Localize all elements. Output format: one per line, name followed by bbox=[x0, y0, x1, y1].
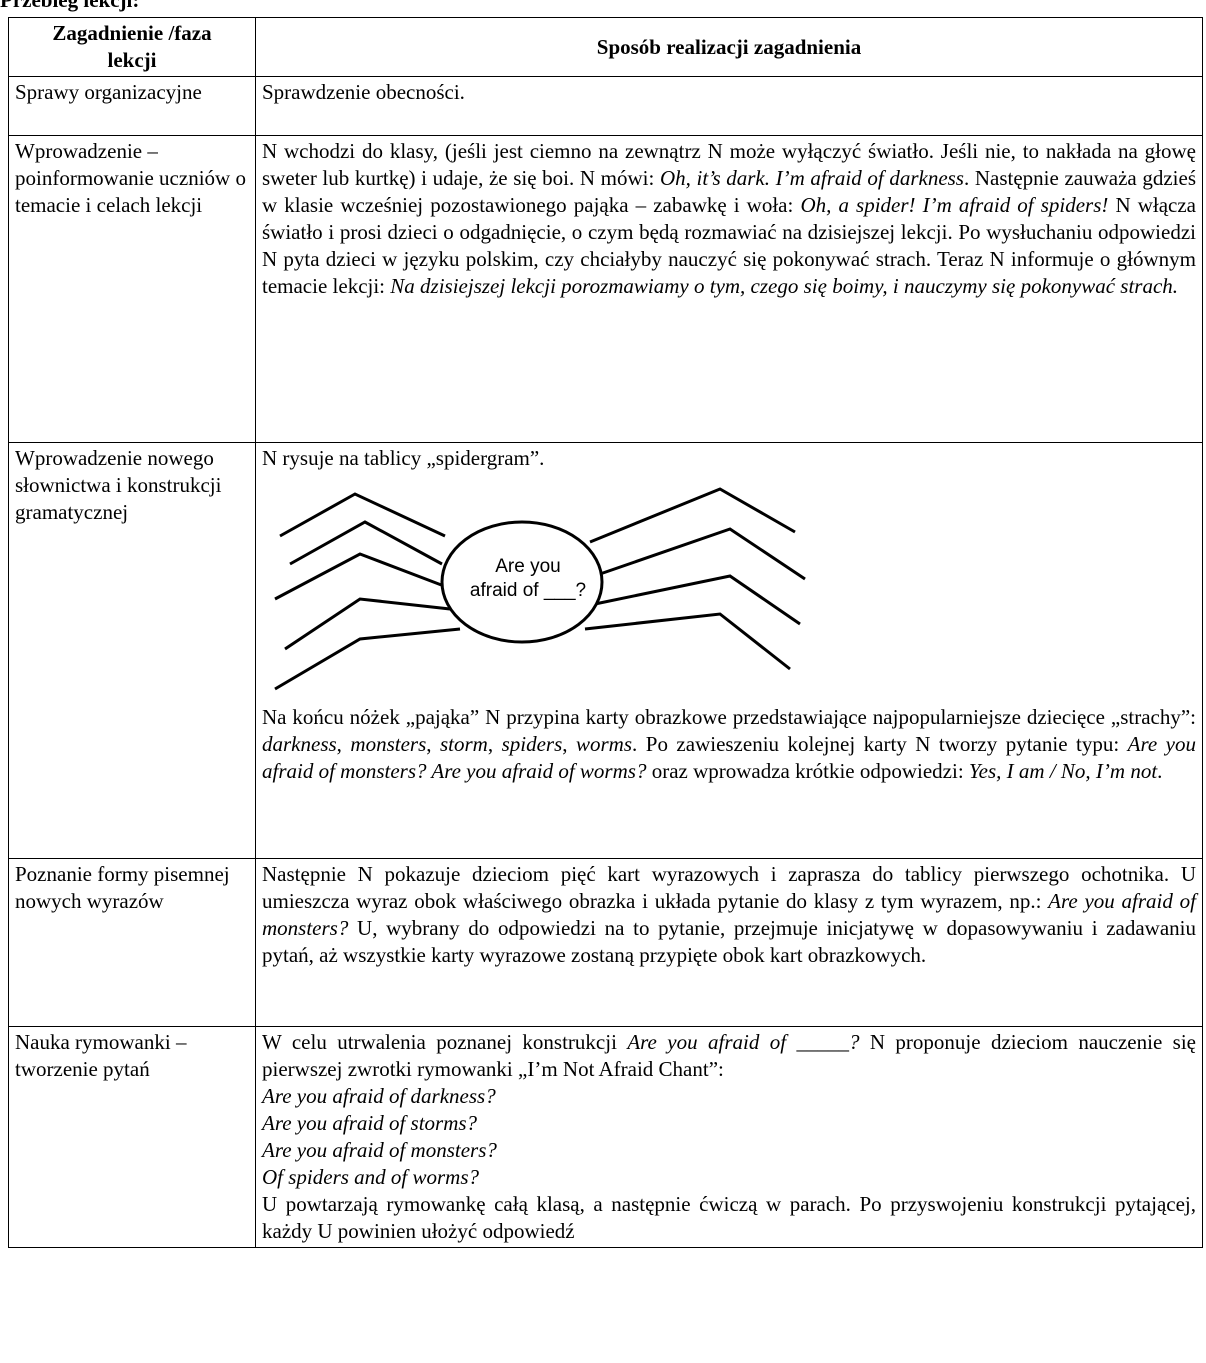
paragraph: Of spiders and of worms? bbox=[262, 1164, 1196, 1191]
italic-run: worms bbox=[576, 732, 633, 756]
spider-leg bbox=[289, 520, 443, 566]
text-run: , bbox=[562, 732, 576, 756]
lesson-table: Zagadnienie /faza lekcji Sposób realizac… bbox=[8, 17, 1203, 1248]
text-run: N wchodzi do klasy, (jeśli jest ciemno n… bbox=[262, 139, 1196, 190]
spidergram: Are you afraid of ___? bbox=[274, 487, 806, 691]
phase-cell: Sprawy organizacyjne bbox=[8, 76, 256, 136]
italic-run: Are you afraid of monsters? bbox=[262, 889, 1196, 940]
spider-leg bbox=[274, 627, 461, 691]
table-row: Nauka rymowanki – tworzenie pytań W celu … bbox=[8, 1026, 1203, 1248]
header-cell: Zagadnienie /faza lekcji bbox=[8, 17, 256, 77]
content-cell: Następnie N pokazuje dzieciom pięć kart … bbox=[255, 858, 1203, 1027]
text-run: N włącza światło i prosi dzieci o odgadn… bbox=[262, 193, 1196, 298]
italic-run: darkness bbox=[262, 732, 337, 756]
italic-run: monsters bbox=[350, 732, 427, 756]
spider-label: Are you bbox=[495, 556, 560, 577]
text-run: U, wybrany do odpowiedzi na to pytanie, … bbox=[262, 916, 1196, 967]
italic-run: Oh, it’s dark. I’m afraid of darkness bbox=[659, 166, 964, 190]
italic-run: storm bbox=[439, 732, 488, 756]
italic-run: Na dzisiejszej lekcji porozmawiamy o tym… bbox=[390, 274, 1179, 298]
paragraph: N wchodzi do klasy, (jeśli jest ciemno n… bbox=[262, 138, 1196, 300]
content-cell: Sprawdzenie obecności. bbox=[255, 76, 1203, 136]
content-cell: N rysuje na tablicy „spidergram”. Are you… bbox=[255, 442, 1203, 859]
table-row: Wprowadzenie – poinformowanie uczniów o … bbox=[8, 135, 1203, 443]
spider-leg bbox=[279, 492, 446, 538]
paragraph: N rysuje na tablicy „spidergram”. bbox=[262, 445, 1196, 472]
spider-body bbox=[440, 520, 604, 644]
italic-run: Of spiders and of worms? bbox=[262, 1165, 480, 1189]
paragraph: Are you afraid of darkness? bbox=[262, 1083, 1196, 1110]
text-run: , bbox=[426, 732, 440, 756]
text-run: U powtarzają rymowankę całą klasą, a nas… bbox=[262, 1192, 1196, 1243]
spider-leg bbox=[284, 597, 451, 651]
italic-run: Are you afraid of darkness? bbox=[262, 1084, 496, 1108]
text-run: Na końcu nóżek „pająka” N przypina karty… bbox=[262, 705, 1196, 729]
paragraph: U powtarzają rymowankę całą klasą, a nas… bbox=[262, 1191, 1196, 1245]
text-run: , bbox=[336, 732, 351, 756]
text-run: . Po zawieszeniu kolejnej karty N tworzy… bbox=[632, 732, 1128, 756]
paragraph: Are you afraid of monsters? bbox=[262, 1137, 1196, 1164]
spider-leg bbox=[594, 574, 801, 626]
text-run: oraz wprowadza krótkie odpowiedzi: bbox=[646, 759, 969, 783]
text-run: . Następnie zauważa gdzieś w klasie wcze… bbox=[262, 166, 1196, 217]
italic-run: Are you afraid of monsters? bbox=[262, 1138, 497, 1162]
italic-run: spiders bbox=[501, 732, 563, 756]
content-cell: N wchodzi do klasy, (jeśli jest ciemno n… bbox=[255, 135, 1203, 443]
spider-leg bbox=[599, 527, 806, 581]
table-row: Poznanie formy pisemnej nowych wyrazów Na… bbox=[8, 858, 1203, 1027]
phase-cell: Wprowadzenie nowego słownictwa i konstru… bbox=[8, 442, 256, 859]
table-row: Sprawy organizacyjne Sprawdzenie obecnośc… bbox=[8, 76, 1203, 136]
table-body: Sprawy organizacyjne Sprawdzenie obecnośc… bbox=[8, 76, 1203, 1248]
paragraph: Na końcu nóżek „pająka” N przypina karty… bbox=[262, 704, 1196, 785]
phase-cell: Poznanie formy pisemnej nowych wyrazów bbox=[8, 858, 256, 1027]
paragraph: Następnie N pokazuje dzieciom pięć kart … bbox=[262, 861, 1196, 969]
header-cell: Sposób realizacji zagadnienia bbox=[255, 17, 1203, 77]
text-run: Sprawdzenie obecności. bbox=[262, 80, 465, 104]
text-run: Następnie N pokazuje dzieciom pięć kart … bbox=[262, 862, 1196, 913]
text-run: . bbox=[1157, 759, 1163, 783]
paragraph: Are you afraid of storms? bbox=[262, 1110, 1196, 1137]
italic-run: Are you afraid of _____? bbox=[627, 1030, 860, 1054]
spider-label: afraid of ___? bbox=[470, 580, 586, 601]
spider-leg bbox=[584, 612, 791, 671]
phase-cell: Wprowadzenie – poinformowanie uczniów o … bbox=[8, 135, 256, 443]
spider-leg bbox=[274, 552, 445, 601]
italic-run: Are you afraid of monsters? Are you afra… bbox=[262, 732, 1196, 783]
italic-run: Are you afraid of storms? bbox=[262, 1111, 478, 1135]
text-run: , bbox=[487, 732, 502, 756]
spider-leg bbox=[589, 487, 796, 544]
header-row: Zagadnienie /faza lekcji Sposób realizac… bbox=[8, 17, 1203, 77]
table-row: Wprowadzenie nowego słownictwa i konstru… bbox=[8, 442, 1203, 859]
paragraph: W celu utrwalenia poznanej konstrukcji A… bbox=[262, 1029, 1196, 1083]
phase-cell: Nauka rymowanki – tworzenie pytań bbox=[8, 1026, 256, 1248]
text-run: W celu utrwalenia poznanej konstrukcji bbox=[262, 1030, 628, 1054]
text-run: N proponuje dzieciom nauczenie się pierw… bbox=[262, 1030, 1197, 1081]
italic-run: Oh, a spider! I’m afraid of spiders! bbox=[800, 193, 1109, 217]
italic-run: Yes, I am / No, I’m not bbox=[968, 759, 1158, 783]
paragraph: Sprawdzenie obecności. bbox=[262, 79, 1196, 106]
content-cell: W celu utrwalenia poznanej konstrukcji A… bbox=[255, 1026, 1203, 1248]
text-run: N rysuje na tablicy „spidergram”. bbox=[262, 446, 545, 470]
heading: Przebieg lekcji: bbox=[0, 0, 140, 12]
